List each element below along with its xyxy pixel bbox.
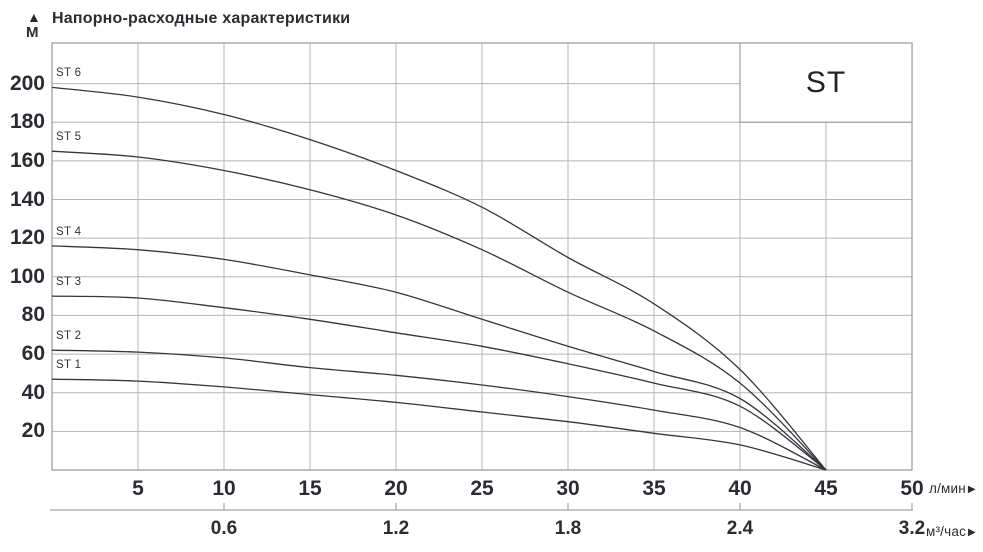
curve-label-st3: ST 3 — [56, 276, 82, 288]
x2-tick-label: 1.8 — [554, 518, 582, 539]
curve-st2 — [51, 349, 827, 471]
curve-label-st4: ST 4 — [56, 226, 82, 238]
x-tick-label: 15 — [298, 477, 322, 500]
x-tick-label: 20 — [384, 477, 408, 500]
x2-axis-unit-label: м³/час ▶ — [926, 524, 976, 541]
curve-st3 — [51, 295, 827, 471]
y-axis-arrow-icon: ▲ — [27, 9, 41, 25]
curve-st1 — [51, 378, 827, 471]
curve-st4 — [51, 245, 827, 471]
x2-tick-label: 2.4 — [726, 518, 754, 539]
y-tick-label: 80 — [21, 303, 45, 326]
x-tick-label: 25 — [470, 477, 494, 500]
x-axis-arrow-icon: ▶ — [967, 484, 976, 495]
y-tick-label: 160 — [9, 149, 45, 172]
y-tick-label: 120 — [9, 226, 45, 249]
x2-tick-label: 0.6 — [210, 518, 238, 539]
curve-st5 — [51, 150, 827, 471]
chart-title: Напорно-расходные характеристики — [52, 10, 351, 27]
y-tick-label: 100 — [9, 265, 45, 288]
y-tick-label: 40 — [21, 381, 45, 404]
curve-label-st6: ST 6 — [56, 67, 82, 79]
x-tick-label: 50 — [900, 477, 924, 500]
x2-tick-label: 1.2 — [382, 518, 410, 539]
x-tick-label: 35 — [642, 477, 666, 500]
y-tick-label: 180 — [9, 110, 45, 133]
x-axis-unit-text: л/мин — [929, 481, 966, 496]
y-tick-label: 140 — [9, 188, 45, 211]
legend-series-label: ST — [805, 65, 847, 99]
y-tick-label: 60 — [21, 342, 45, 365]
y-tick-label: 200 — [9, 72, 45, 95]
x2-axis-arrow-icon: ▶ — [968, 527, 976, 538]
curve-label-st5: ST 5 — [56, 131, 82, 143]
x2-axis-unit-text: м³/час — [926, 524, 967, 539]
x-tick-label: 40 — [728, 477, 752, 500]
x-tick-label: 45 — [814, 477, 838, 500]
curve-label-st2: ST 2 — [56, 330, 82, 342]
y-tick-label: 20 — [21, 419, 45, 442]
x-tick-label: 5 — [132, 477, 144, 500]
x-tick-label: 10 — [212, 477, 236, 500]
x2-tick-label: 3.2 — [898, 518, 926, 539]
x-tick-label: 30 — [556, 477, 580, 500]
x-axis-unit-label: л/мин ▶ — [929, 481, 976, 498]
curve-label-st1: ST 1 — [56, 359, 82, 371]
y-axis-unit-label: М — [26, 24, 39, 41]
curve-st6 — [51, 86, 827, 471]
plot-border — [51, 42, 913, 471]
legend-box — [739, 42, 913, 123]
